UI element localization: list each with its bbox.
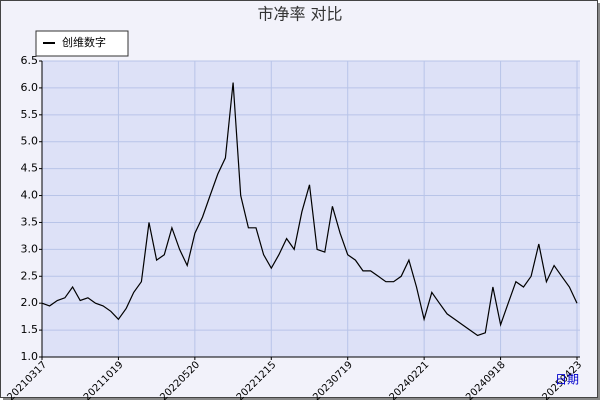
y-tick-label: 6.5: [21, 54, 39, 67]
data-line: [41, 82, 578, 337]
shadow: [3, 398, 600, 400]
legend-label: 创维数字: [62, 35, 106, 49]
x-axis-label: 日期: [555, 373, 579, 387]
y-tick-label: 2.0: [21, 296, 39, 309]
chart-title: 市净率 对比: [257, 5, 342, 24]
y-tick-label: 3.5: [21, 215, 39, 228]
y-tick-label: 4.0: [21, 189, 39, 202]
y-tick-label: 6.0: [21, 81, 39, 94]
y-tick-label: 4.5: [21, 162, 39, 175]
y-tick-label: 5.0: [21, 135, 39, 148]
plot-area: [42, 61, 580, 357]
y-tick-label: 5.5: [21, 108, 39, 121]
y-tick-label: 1.0: [21, 350, 39, 363]
y-tick-label: 1.5: [21, 323, 39, 336]
y-tick-label: 3.0: [21, 242, 39, 255]
y-tick-label: 2.5: [21, 269, 39, 282]
shadow: [598, 3, 600, 400]
